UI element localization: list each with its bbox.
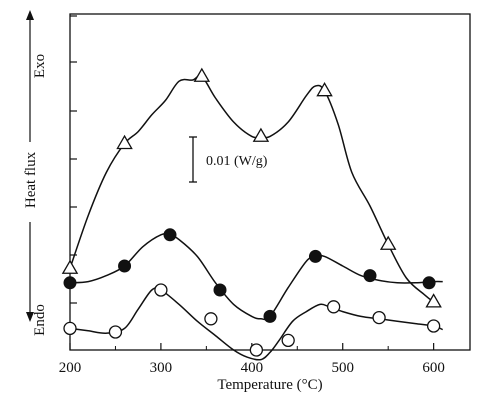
series-circle-filled bbox=[63, 228, 443, 323]
open-circle-marker bbox=[154, 283, 168, 297]
series-layer bbox=[61, 67, 444, 361]
triangle-marker bbox=[379, 235, 397, 250]
x-axis-label: Temperature (°C) bbox=[217, 377, 322, 393]
triangle-marker bbox=[425, 293, 442, 308]
series-circle-open bbox=[63, 283, 444, 361]
y-arrow-up-head bbox=[26, 10, 34, 20]
scale-bar-label: 0.01 (W/g) bbox=[206, 154, 268, 169]
x-tick-label: 600 bbox=[422, 360, 445, 376]
open-circle-marker bbox=[249, 343, 264, 357]
series-triangle-open bbox=[61, 67, 442, 308]
y-exo-label: Exo bbox=[32, 54, 48, 78]
x-tick-label: 400 bbox=[241, 360, 264, 376]
open-circle-marker bbox=[426, 319, 441, 333]
open-circle-marker bbox=[372, 310, 386, 325]
y-direction-arrow bbox=[26, 10, 34, 322]
y-endo-label: Endo bbox=[32, 304, 48, 336]
series-line bbox=[69, 232, 443, 321]
annotation-layer: 0.01 (W/g) bbox=[189, 136, 268, 183]
y-arrow-down-head bbox=[26, 312, 34, 322]
open-circle-marker bbox=[326, 300, 341, 314]
triangle-marker bbox=[252, 127, 270, 142]
triangle-marker bbox=[116, 134, 133, 150]
labels-layer: Temperature (°C) Heat flux Exo Endo bbox=[23, 10, 323, 393]
filled-circle-marker bbox=[422, 276, 436, 290]
y-axis-label: Heat flux bbox=[23, 151, 39, 208]
filled-circle-marker bbox=[63, 276, 77, 290]
x-tick-label: 500 bbox=[331, 360, 354, 376]
plot-frame bbox=[69, 13, 471, 351]
filled-circle-marker bbox=[163, 228, 177, 242]
open-circle-marker bbox=[281, 333, 295, 348]
open-circle-marker bbox=[108, 325, 123, 339]
filled-circle-marker bbox=[263, 309, 277, 323]
triangle-marker bbox=[316, 81, 333, 97]
open-circle-marker bbox=[63, 321, 77, 336]
x-tick-label: 300 bbox=[150, 360, 173, 376]
triangle-marker bbox=[61, 259, 79, 274]
triangle-marker bbox=[193, 67, 211, 82]
filled-circle-marker bbox=[363, 269, 377, 283]
x-tick-label: 200 bbox=[59, 360, 82, 376]
filled-circle-marker bbox=[118, 259, 132, 273]
open-circle-marker bbox=[204, 312, 218, 326]
axes: 200 300 400 500 600 bbox=[59, 13, 471, 376]
filled-circle-marker bbox=[213, 283, 227, 297]
filled-circle-marker bbox=[308, 249, 322, 263]
